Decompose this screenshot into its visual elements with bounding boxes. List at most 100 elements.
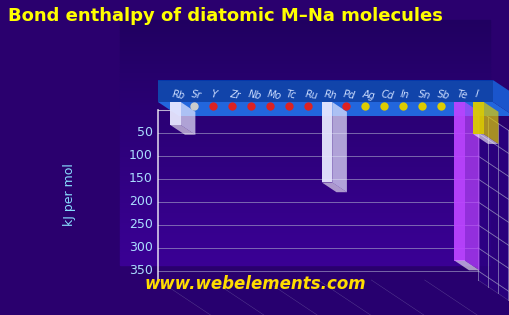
Bar <box>120 192 489 194</box>
Bar <box>120 59 489 62</box>
Bar <box>120 98 489 101</box>
Polygon shape <box>158 280 509 315</box>
Polygon shape <box>170 125 195 135</box>
Text: 150: 150 <box>129 172 153 186</box>
Text: 250: 250 <box>129 218 153 231</box>
Bar <box>120 245 489 248</box>
Bar <box>120 84 489 86</box>
Bar <box>120 169 489 172</box>
Polygon shape <box>454 261 478 270</box>
Polygon shape <box>180 102 195 135</box>
Bar <box>120 174 489 177</box>
Bar <box>120 47 489 49</box>
Bar <box>120 211 489 214</box>
Bar <box>120 22 489 25</box>
Bar <box>120 262 489 265</box>
Bar <box>120 196 489 199</box>
Bar <box>120 184 489 186</box>
Text: Ru: Ru <box>304 89 318 101</box>
Bar <box>120 27 489 30</box>
Bar <box>120 177 489 179</box>
Text: Rb: Rb <box>172 89 186 101</box>
Text: In: In <box>398 89 409 100</box>
Text: kJ per mol: kJ per mol <box>64 163 76 226</box>
Polygon shape <box>158 102 509 116</box>
Bar <box>120 62 489 64</box>
Bar <box>120 103 489 106</box>
Text: Rh: Rh <box>323 89 337 101</box>
Bar <box>120 157 489 160</box>
Bar <box>120 52 489 54</box>
Bar <box>120 152 489 155</box>
Text: Bond enthalpy of diatomic M–Na molecules: Bond enthalpy of diatomic M–Na molecules <box>8 7 442 25</box>
Bar <box>120 236 489 238</box>
Polygon shape <box>472 134 497 144</box>
Bar <box>120 223 489 226</box>
Bar <box>120 123 489 125</box>
Bar <box>120 42 489 44</box>
Polygon shape <box>321 182 346 192</box>
Bar <box>120 172 489 174</box>
Bar <box>120 25 489 27</box>
Polygon shape <box>492 80 509 116</box>
Bar <box>120 189 489 192</box>
Text: Tc: Tc <box>285 89 296 100</box>
Bar <box>472 102 483 134</box>
Bar <box>120 194 489 196</box>
Bar <box>120 113 489 116</box>
Bar <box>120 155 489 157</box>
Bar <box>120 20 489 22</box>
Bar <box>120 94 489 96</box>
Bar <box>120 218 489 221</box>
Bar <box>120 130 489 133</box>
Text: Cd: Cd <box>379 89 394 101</box>
Polygon shape <box>483 102 497 144</box>
Text: Nb: Nb <box>247 89 262 101</box>
Bar <box>170 102 180 125</box>
Bar <box>120 79 489 81</box>
Text: Te: Te <box>455 89 467 101</box>
Bar <box>120 69 489 72</box>
Bar <box>120 30 489 32</box>
Polygon shape <box>477 110 509 315</box>
Bar <box>120 91 489 94</box>
Bar <box>120 106 489 108</box>
Bar <box>120 89 489 91</box>
Bar <box>321 102 331 182</box>
Bar <box>120 76 489 79</box>
Bar <box>120 128 489 130</box>
Bar <box>120 221 489 223</box>
Bar <box>120 64 489 66</box>
Bar <box>120 72 489 74</box>
Bar <box>120 150 489 152</box>
Bar <box>120 135 489 138</box>
Text: www.webelements.com: www.webelements.com <box>144 275 365 293</box>
Bar <box>120 260 489 262</box>
Bar <box>120 253 489 255</box>
Bar <box>120 160 489 162</box>
Bar <box>120 258 489 260</box>
Bar <box>120 231 489 233</box>
Text: Ag: Ag <box>360 89 375 101</box>
Bar <box>120 66 489 69</box>
Text: 50: 50 <box>137 127 153 140</box>
Bar <box>454 102 464 261</box>
Bar <box>120 206 489 209</box>
Bar <box>120 118 489 120</box>
Bar <box>120 37 489 40</box>
Bar <box>120 216 489 218</box>
Bar <box>120 243 489 245</box>
Text: Sb: Sb <box>436 89 450 101</box>
Bar <box>120 255 489 258</box>
Bar <box>120 147 489 150</box>
Bar <box>120 167 489 169</box>
Text: 350: 350 <box>129 264 153 277</box>
Bar <box>120 186 489 189</box>
Bar <box>120 226 489 228</box>
Bar <box>120 233 489 236</box>
Bar <box>120 108 489 111</box>
Bar <box>120 199 489 201</box>
Bar <box>120 240 489 243</box>
Text: Pd: Pd <box>342 89 355 101</box>
Text: 200: 200 <box>129 195 153 209</box>
